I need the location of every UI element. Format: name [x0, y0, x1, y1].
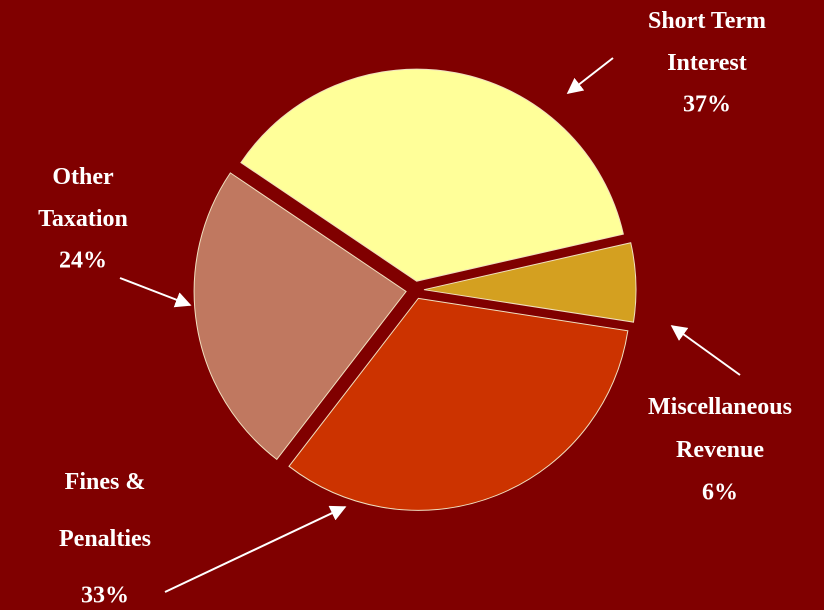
label-arrow [164, 505, 347, 593]
label-arrow [119, 277, 192, 308]
slice-label: Miscellaneous Revenue [648, 394, 792, 463]
slice-percent: 6% [702, 480, 738, 506]
slice-percent: 37% [683, 92, 731, 118]
pie-slice [240, 68, 624, 282]
pie-slice [288, 297, 629, 511]
slice-percent: 33% [81, 583, 129, 609]
pie-slice [193, 172, 407, 461]
slice-label: Other Taxation [38, 164, 128, 232]
label-arrow [670, 325, 741, 376]
slice-label: Fines & Penalties [59, 469, 151, 552]
label-arrow [566, 57, 614, 94]
slice-label: Short Term Interest [648, 8, 766, 76]
slice-percent: 24% [59, 248, 107, 274]
pie-slice [423, 242, 637, 323]
